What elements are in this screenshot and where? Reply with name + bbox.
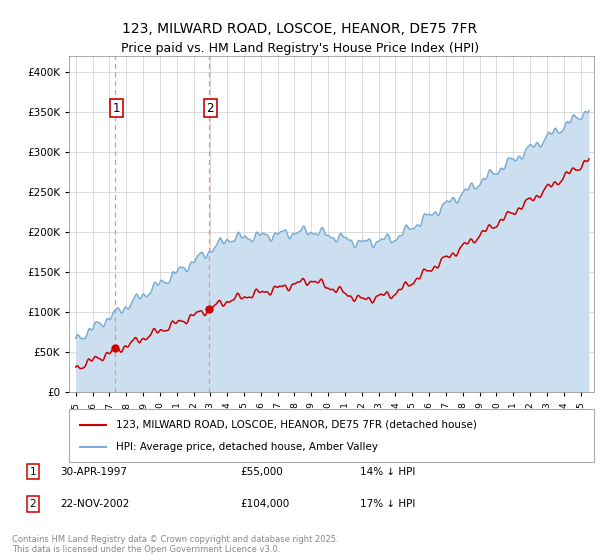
Text: 17% ↓ HPI: 17% ↓ HPI xyxy=(360,499,415,509)
Text: 123, MILWARD ROAD, LOSCOE, HEANOR, DE75 7FR: 123, MILWARD ROAD, LOSCOE, HEANOR, DE75 … xyxy=(122,22,478,36)
Text: 2: 2 xyxy=(29,499,37,509)
FancyBboxPatch shape xyxy=(69,409,594,462)
Text: 22-NOV-2002: 22-NOV-2002 xyxy=(60,499,130,509)
Text: 1: 1 xyxy=(29,466,37,477)
Text: 1: 1 xyxy=(113,101,121,114)
Text: Price paid vs. HM Land Registry's House Price Index (HPI): Price paid vs. HM Land Registry's House … xyxy=(121,42,479,55)
Text: 14% ↓ HPI: 14% ↓ HPI xyxy=(360,466,415,477)
Text: £55,000: £55,000 xyxy=(240,466,283,477)
Text: 2: 2 xyxy=(206,101,214,114)
Text: £104,000: £104,000 xyxy=(240,499,289,509)
Text: HPI: Average price, detached house, Amber Valley: HPI: Average price, detached house, Ambe… xyxy=(116,442,378,452)
Text: 123, MILWARD ROAD, LOSCOE, HEANOR, DE75 7FR (detached house): 123, MILWARD ROAD, LOSCOE, HEANOR, DE75 … xyxy=(116,420,477,430)
Text: Contains HM Land Registry data © Crown copyright and database right 2025.
This d: Contains HM Land Registry data © Crown c… xyxy=(12,535,338,554)
Text: 30-APR-1997: 30-APR-1997 xyxy=(60,466,127,477)
